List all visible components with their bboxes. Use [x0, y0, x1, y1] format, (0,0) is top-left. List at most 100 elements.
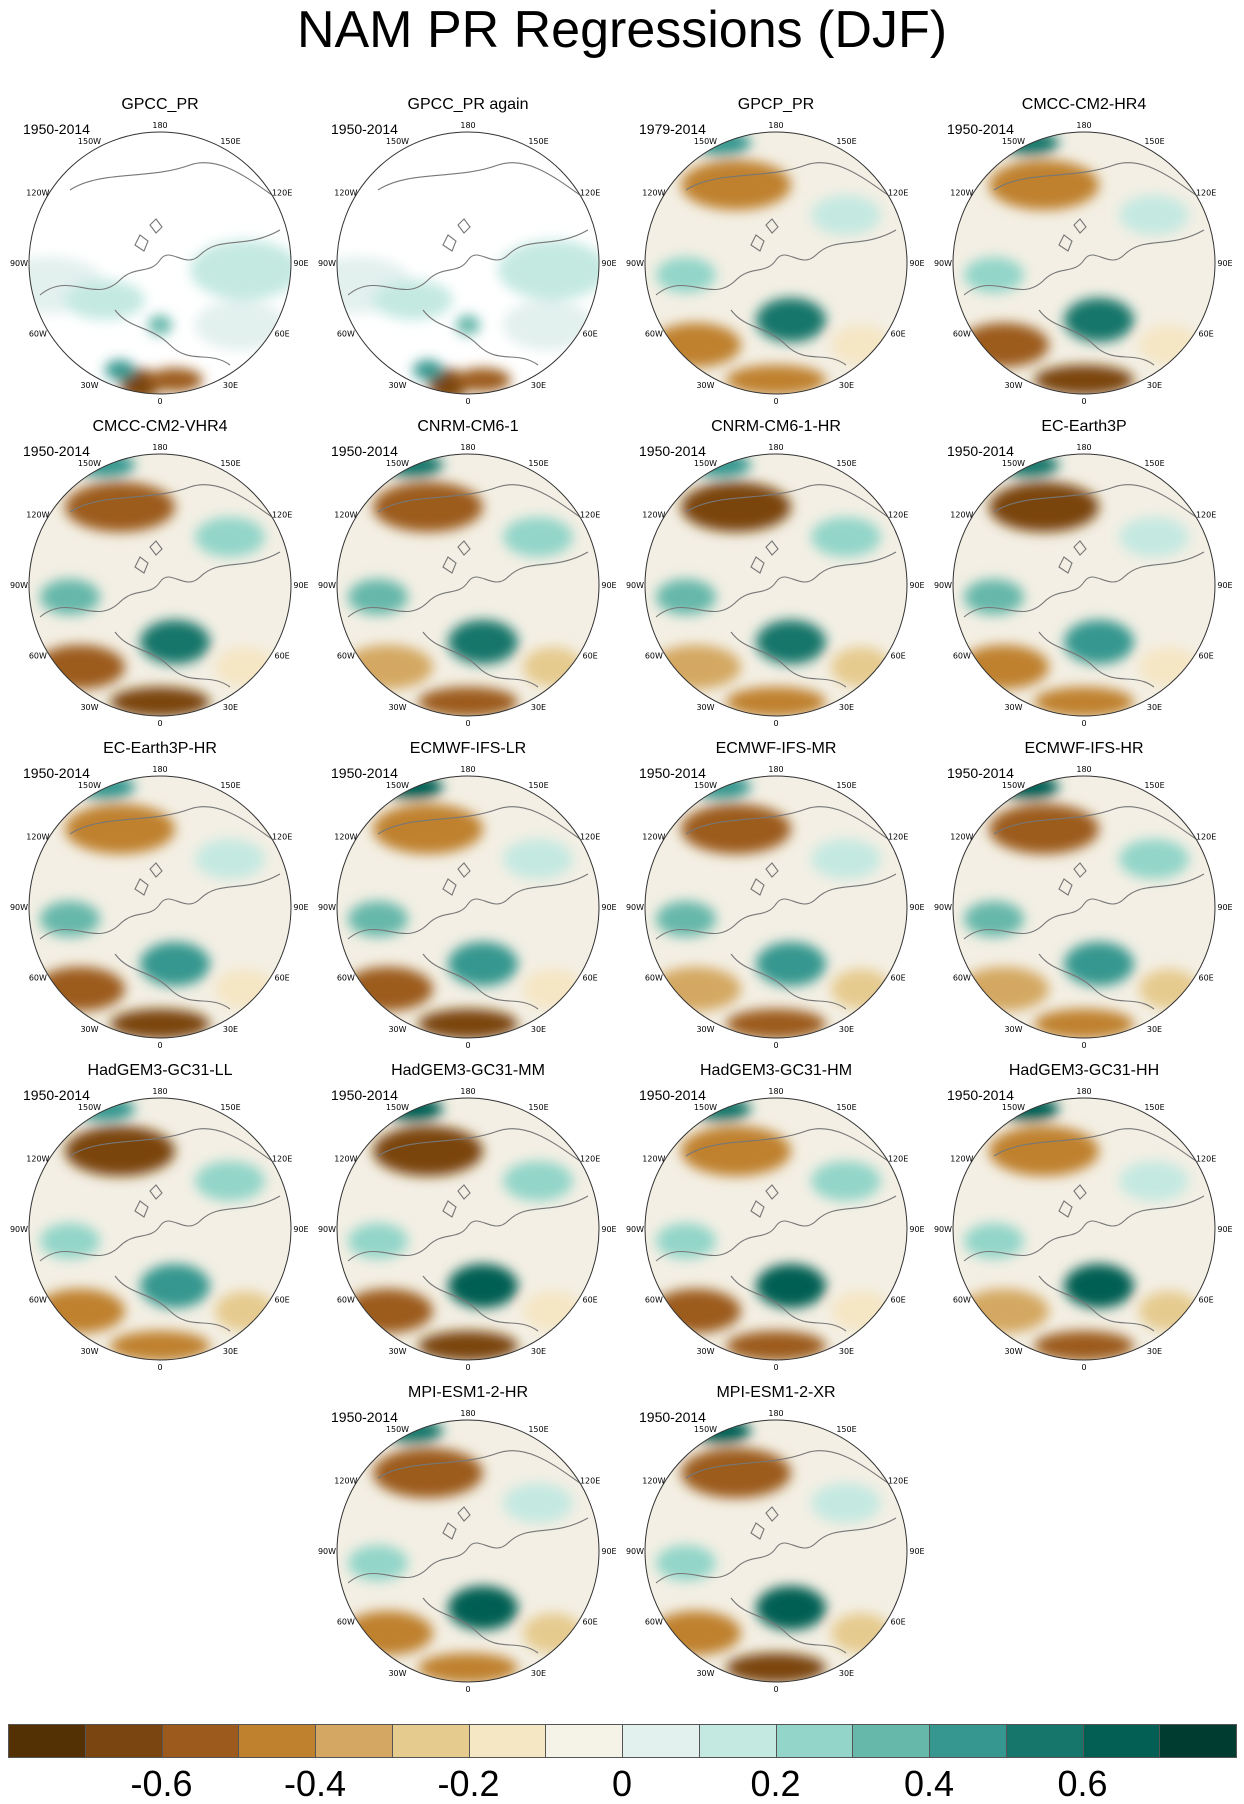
longitude-label: 30E	[839, 1669, 854, 1678]
longitude-label: 180	[1076, 443, 1091, 452]
longitude-label: 150W	[694, 781, 717, 790]
panel-period: 1950-2014	[639, 765, 706, 781]
longitude-label: 180	[460, 765, 475, 774]
longitude-label: 60W	[953, 330, 971, 339]
longitude-label: 60W	[29, 330, 47, 339]
longitude-label: 150W	[386, 459, 409, 468]
colorbar-tick-label: 0.4	[903, 1763, 955, 1804]
colorbar-swatch	[84, 1724, 163, 1758]
longitude-label: 60E	[890, 974, 905, 983]
polar-map: 180 150E 120E 90E 60E 30E 0 30W 60W 90W 120W 150W	[626, 443, 925, 727]
longitude-label: 30W	[1004, 703, 1022, 712]
longitude-label: 150W	[386, 1425, 409, 1434]
longitude-label: 150E	[1144, 459, 1164, 468]
longitude-label: 180	[768, 443, 783, 452]
longitude-label: 60E	[274, 974, 289, 983]
longitude-label: 120E	[888, 833, 908, 842]
longitude-label: 120W	[950, 511, 973, 520]
longitude-label: 120E	[580, 511, 600, 520]
map-panel: 180 150E 120E 90E 60E 30E 0 30W 60W 90W 120W 150W CM…	[934, 95, 1234, 405]
longitude-label: 60W	[645, 1296, 663, 1305]
polar-map: 180 150E 120E 90E 60E 30E 0 30W 60W 90W 120W 150W	[10, 765, 309, 1049]
longitude-label: 120E	[1196, 833, 1216, 842]
panel-period: 1950-2014	[331, 443, 398, 459]
panel-title: CNRM-CM6-1	[417, 418, 519, 435]
longitude-label: 0	[773, 1685, 778, 1693]
longitude-label: 120W	[950, 1155, 973, 1164]
longitude-label: 0	[1081, 1041, 1086, 1049]
longitude-label: 30W	[80, 381, 98, 390]
longitude-label: 150E	[836, 137, 856, 146]
longitude-label: 120W	[950, 189, 973, 198]
longitude-label: 150E	[836, 1103, 856, 1112]
longitude-label: 150E	[528, 459, 548, 468]
map-panel: 180 150E 120E 90E 60E 30E 0 30W 60W 90W 120W 150W Ha…	[626, 1061, 926, 1371]
longitude-label: 150W	[1002, 137, 1025, 146]
longitude-label: 90E	[293, 581, 308, 590]
longitude-label: 30E	[839, 1025, 854, 1034]
longitude-label: 60E	[1198, 652, 1213, 661]
longitude-label: 0	[773, 1363, 778, 1371]
longitude-label: 60W	[29, 652, 47, 661]
longitude-label: 60E	[890, 330, 905, 339]
colorbar-tick-label: 0	[611, 1763, 633, 1804]
longitude-label: 30E	[1147, 1347, 1162, 1356]
longitude-label: 90W	[318, 903, 336, 912]
panel-period: 1950-2014	[331, 1087, 398, 1103]
longitude-label: 180	[768, 1087, 783, 1096]
longitude-label: 150E	[836, 1425, 856, 1434]
longitude-label: 60W	[337, 330, 355, 339]
longitude-label: 180	[768, 1409, 783, 1418]
panel-period: 1950-2014	[331, 765, 398, 781]
panel-title: HadGEM3-GC31-HM	[699, 1062, 853, 1079]
longitude-label: 90W	[318, 1547, 336, 1556]
longitude-label: 0	[465, 719, 470, 727]
longitude-label: 0	[157, 719, 162, 727]
longitude-label: 60W	[337, 1618, 355, 1627]
panel-period: 1950-2014	[23, 765, 90, 781]
longitude-label: 180	[460, 1087, 475, 1096]
longitude-label: 30W	[696, 703, 714, 712]
longitude-label: 30E	[531, 1669, 546, 1678]
longitude-label: 60W	[29, 1296, 47, 1305]
longitude-label: 30W	[1004, 1025, 1022, 1034]
longitude-label: 180	[768, 765, 783, 774]
map-panel: 180 150E 120E 90E 60E 30E 0 30W 60W 90W 120W 150W GP…	[10, 95, 310, 405]
longitude-label: 120E	[888, 1155, 908, 1164]
longitude-label: 30E	[839, 1347, 854, 1356]
longitude-label: 150W	[78, 781, 101, 790]
longitude-label: 30W	[388, 1669, 406, 1678]
longitude-label: 150E	[528, 1425, 548, 1434]
map-panel: 180 150E 120E 90E 60E 30E 0 30W 60W 90W 120W 150W EC…	[934, 417, 1234, 727]
longitude-label: 120E	[1196, 189, 1216, 198]
longitude-label: 0	[773, 1041, 778, 1049]
longitude-label: 30E	[1147, 381, 1162, 390]
longitude-label: 150W	[1002, 781, 1025, 790]
colorbar-swatch	[698, 1724, 777, 1758]
longitude-label: 150E	[220, 781, 240, 790]
longitude-label: 150W	[694, 459, 717, 468]
longitude-label: 150W	[694, 137, 717, 146]
colorbar-swatch	[1082, 1724, 1161, 1758]
panel-title: CMCC-CM2-VHR4	[92, 418, 228, 435]
longitude-label: 150E	[1144, 137, 1164, 146]
longitude-label: 90E	[909, 1547, 924, 1556]
longitude-label: 90W	[934, 1225, 952, 1234]
longitude-label: 90W	[934, 581, 952, 590]
longitude-label: 180	[152, 765, 167, 774]
longitude-label: 150W	[386, 781, 409, 790]
longitude-label: 90W	[626, 1547, 644, 1556]
longitude-label: 150W	[1002, 1103, 1025, 1112]
longitude-label: 30W	[388, 1347, 406, 1356]
map-panel: 180 150E 120E 90E 60E 30E 0 30W 60W 90W 120W 150W Ha…	[10, 1061, 310, 1371]
longitude-label: 90E	[909, 581, 924, 590]
longitude-label: 180	[152, 1087, 167, 1096]
map-panel: 180 150E 120E 90E 60E 30E 0 30W 60W 90W 120W 150W EC…	[10, 739, 310, 1049]
longitude-label: 150E	[528, 1103, 548, 1112]
longitude-label: 30E	[223, 703, 238, 712]
map-panel: 180 150E 120E 90E 60E 30E 0 30W 60W 90W 120W 150W MP…	[318, 1383, 618, 1693]
longitude-label: 30W	[696, 1669, 714, 1678]
longitude-label: 30E	[223, 1025, 238, 1034]
panel-period: 1950-2014	[947, 121, 1014, 137]
polar-map: 180 150E 120E 90E 60E 30E 0 30W 60W 90W 120W 150W	[626, 121, 925, 405]
